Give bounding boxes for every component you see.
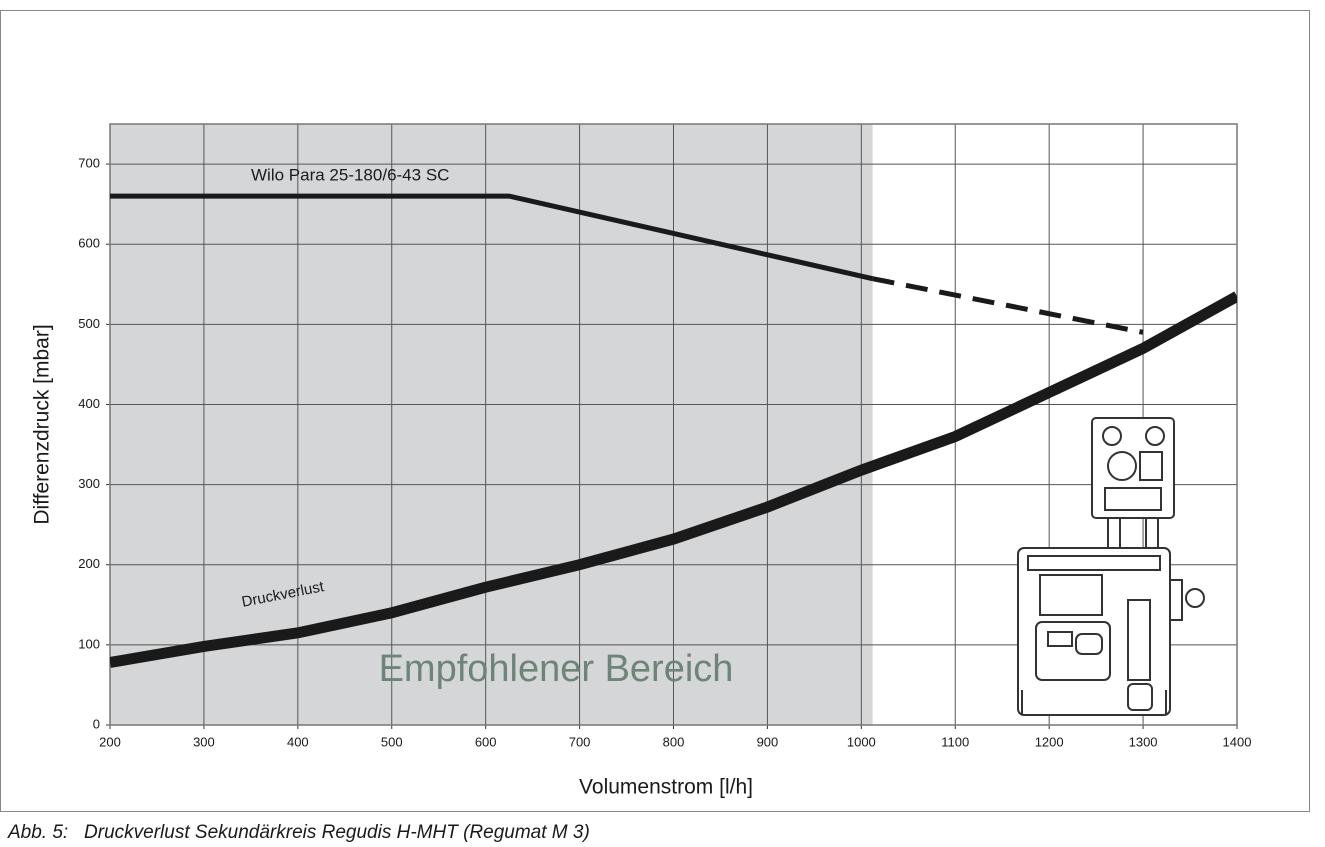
plot: 200 300 400 500 600 700 800 900 1000 1100 1200 1300… (78, 123, 1252, 749)
line-series (110, 291, 1237, 668)
y-tick-label: 100 (78, 636, 100, 651)
x-tick-label: 1400 (1223, 734, 1252, 749)
plot-border (109, 123, 1238, 726)
x-tick-label: 800 (663, 734, 685, 749)
y-tick-label: 200 (78, 556, 100, 571)
x-tick-label: 500 (381, 734, 403, 749)
line-series (110, 193, 874, 282)
y-tick-label: 500 (78, 316, 100, 331)
y-tick-label: 0 (93, 716, 100, 731)
line-series (872, 276, 1144, 335)
x-tick-label: 400 (287, 734, 309, 749)
region-label: Empfohlener Bereich (379, 648, 734, 690)
product-illustration (1017, 417, 1205, 716)
series-label: Wilo Para 25-180/6-43 SC (251, 165, 449, 184)
x-tick-label: 600 (475, 734, 497, 749)
y-axis-label: Differenzdruck [mbar] (31, 324, 54, 524)
x-tick-label: 900 (757, 734, 779, 749)
x-tick-label: 1100 (941, 734, 969, 749)
caption: Abb. 5: Druckverlust Sekundärkreis Regud… (7, 822, 590, 843)
y-tick-label: 300 (78, 476, 100, 491)
y-tick-label: 400 (78, 396, 100, 411)
x-tick-label: 200 (99, 734, 121, 749)
x-tick-label: 1200 (1035, 734, 1064, 749)
recommended-region (110, 124, 873, 725)
y-tick-label: 600 (78, 236, 100, 251)
x-tick-label: 700 (569, 734, 591, 749)
x-axis-label: Volumenstrom [l/h] (579, 776, 753, 799)
x-tick-label: 300 (193, 734, 215, 749)
y-tick-label: 700 (78, 156, 100, 171)
x-tick-label: 1300 (1129, 734, 1158, 749)
x-tick-label: 1000 (847, 734, 876, 749)
